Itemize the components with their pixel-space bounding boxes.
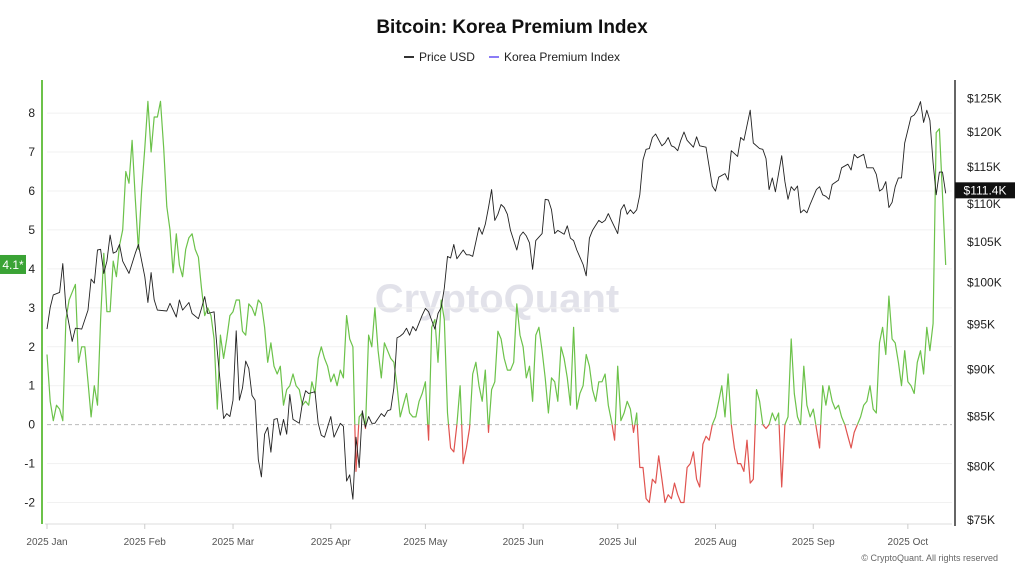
right-tick-label: $90K [967, 362, 995, 376]
right-tick-label: $100K [967, 275, 1002, 289]
x-tick-label: 2025 Mar [212, 537, 255, 548]
korea-premium-line-negative [461, 424, 471, 465]
right-tick-label: $105K [967, 235, 1002, 249]
korea-premium-line-positive [754, 389, 764, 425]
left-tick-label: 7 [28, 145, 35, 159]
left-tick-label: -2 [24, 496, 35, 510]
left-tick-label: 6 [28, 184, 35, 198]
korea-premium-line-negative [636, 424, 713, 504]
left-tick-label: 0 [28, 418, 35, 432]
korea-premium-line-negative [844, 424, 858, 449]
right-tick-label: $95K [967, 318, 995, 332]
korea-premium-line-negative [762, 424, 770, 430]
korea-premium-line-negative [778, 424, 786, 488]
right-tick-label: $85K [967, 410, 995, 424]
x-tick-label: 2025 Apr [311, 537, 352, 548]
korea-premium-line-negative [631, 424, 636, 433]
korea-premium-line-negative [427, 424, 430, 441]
x-tick-label: 2025 Aug [694, 537, 736, 548]
korea-premium-line-positive [488, 303, 613, 425]
x-tick-label: 2025 Feb [124, 537, 167, 548]
left-tick-label: 4 [28, 262, 35, 276]
right-tick-label: $115K [967, 160, 1001, 174]
watermark: CryptoQuant [375, 277, 619, 321]
korea-premium-line-negative [354, 424, 360, 472]
korea-premium-line-negative [611, 424, 616, 441]
x-tick-label: 2025 Oct [888, 537, 929, 548]
korea-premium-line-positive [768, 412, 780, 425]
price-usd-line [46, 101, 947, 500]
right-tick-label: $80K [967, 460, 995, 474]
left-tick-label: 3 [28, 301, 35, 315]
left-tick-label: -1 [24, 457, 35, 471]
right-tick-label: $120K [967, 125, 1002, 139]
korea-premium-line-positive [711, 373, 732, 425]
legend-item-price[interactable]: Price USD [403, 50, 475, 64]
right-tick-label: $125K [967, 91, 1002, 105]
legend-label-price: Price USD [418, 50, 475, 64]
korea-premium-line-positive [614, 365, 634, 425]
right-tick-label: $110K [967, 197, 1001, 211]
korea-premium-line-negative [815, 424, 822, 449]
chart-title: Bitcoin: Korea Premium Index [376, 17, 648, 38]
current-premium-label: 4.1* [2, 258, 24, 272]
legend: Price USD Korea Premium Index [0, 50, 1024, 64]
korea-premium-line-positive [784, 338, 817, 426]
x-tick-label: 2025 Jul [599, 537, 637, 548]
right-tick-label: $75K [967, 513, 995, 527]
legend-item-korea-premium[interactable]: Korea Premium Index [488, 50, 621, 64]
korea-premium-line-negative [447, 424, 458, 453]
copyright: © CryptoQuant. All rights reserved [861, 553, 998, 563]
legend-label-korea-premium: Korea Premium Index [503, 50, 621, 64]
current-price-label: $111.4K [964, 183, 1007, 197]
current-price-badge [955, 182, 1015, 199]
gridlines [47, 112, 952, 504]
left-tick-label: 5 [28, 223, 35, 237]
korea-premium-line-positive [820, 385, 846, 425]
legend-swatch-korea-premium [488, 56, 499, 58]
korea-premium-line-positive [634, 412, 638, 425]
current-premium-badge [0, 254, 26, 274]
axes: -2 -1 0 1 2 3 4 5 6 7 8 $75K $80K $85K $90K $95K $100K $1… [0, 80, 1015, 548]
x-tick-label: 2025 May [403, 537, 447, 548]
korea-premium-line-positive [856, 128, 947, 425]
x-tick-label: 2025 Sep [792, 537, 835, 548]
left-tick-label: 8 [28, 106, 35, 120]
korea-premium-line-positive [365, 307, 429, 425]
x-tick-label: 2025 Jun [503, 537, 544, 548]
korea-premium-line-negative [487, 424, 490, 433]
series-layer [46, 100, 947, 504]
left-tick-label: 1 [28, 379, 35, 393]
left-tick-label: 2 [28, 340, 35, 354]
korea-premium-line-positive [469, 361, 489, 425]
korea-premium-line-negative [730, 424, 756, 484]
x-tick-label: 2025 Jan [26, 537, 67, 548]
korea-premium-line-positive [456, 385, 463, 425]
korea-premium-line-positive [428, 299, 450, 425]
legend-swatch-price [403, 56, 414, 58]
korea-premium-line-positive [46, 100, 356, 425]
